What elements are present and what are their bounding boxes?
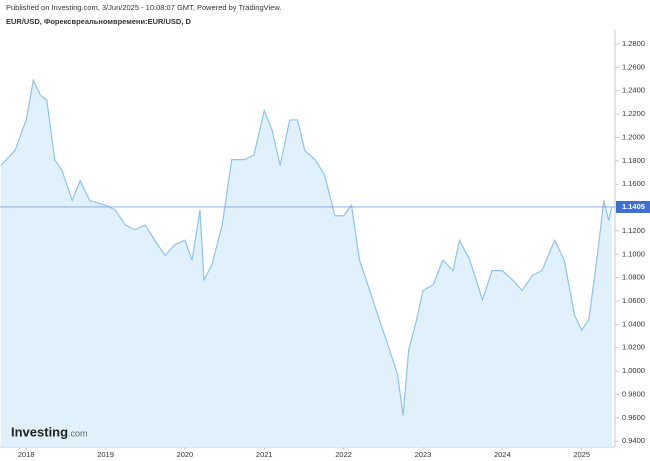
- x-tick-label: 2021: [256, 450, 273, 459]
- y-tick-label: 1.2400: [622, 86, 645, 95]
- y-tick-label: 0.9400: [622, 436, 645, 445]
- area-fill: [0, 80, 612, 447]
- logo-suffix: .com: [68, 428, 88, 438]
- y-tick-label: 1.1800: [622, 156, 645, 165]
- y-tick-label: 0.9600: [622, 413, 645, 422]
- y-tick-label: 1.2800: [622, 39, 645, 48]
- x-tick-label: 2019: [97, 450, 114, 459]
- x-tick-label: 2025: [573, 450, 590, 459]
- x-tick-label: 2024: [494, 450, 511, 459]
- y-tick-label: 1.1000: [622, 249, 645, 258]
- published-note: Published on Investing.com, 3/Jun/2025 -…: [6, 3, 281, 12]
- y-tick-label: 1.2000: [622, 132, 645, 141]
- y-tick-label: 1.0000: [622, 366, 645, 375]
- y-tick-label: 1.0400: [622, 319, 645, 328]
- last-price-badge: [616, 200, 650, 213]
- y-tick-label: 1.2200: [622, 109, 645, 118]
- y-tick-label: 1.0600: [622, 296, 645, 305]
- y-tick-label: 1.0200: [622, 343, 645, 352]
- x-tick-label: 2018: [18, 450, 35, 459]
- y-tick-label: 1.1200: [622, 226, 645, 235]
- x-tick-label: 2020: [177, 450, 194, 459]
- y-tick-label: 1.2600: [622, 62, 645, 71]
- logo-main: Investing: [11, 424, 68, 439]
- x-tick-label: 2023: [415, 450, 432, 459]
- last-price-label: 1.1405: [622, 202, 645, 211]
- chart-title: EUR/USD, Форексвреальномвремени:EUR/USD,…: [6, 17, 191, 26]
- y-tick-label: 1.1600: [622, 179, 645, 188]
- y-tick-label: 0.9800: [622, 389, 645, 398]
- y-tick-label: 1.0800: [622, 273, 645, 282]
- x-tick-label: 2022: [335, 450, 352, 459]
